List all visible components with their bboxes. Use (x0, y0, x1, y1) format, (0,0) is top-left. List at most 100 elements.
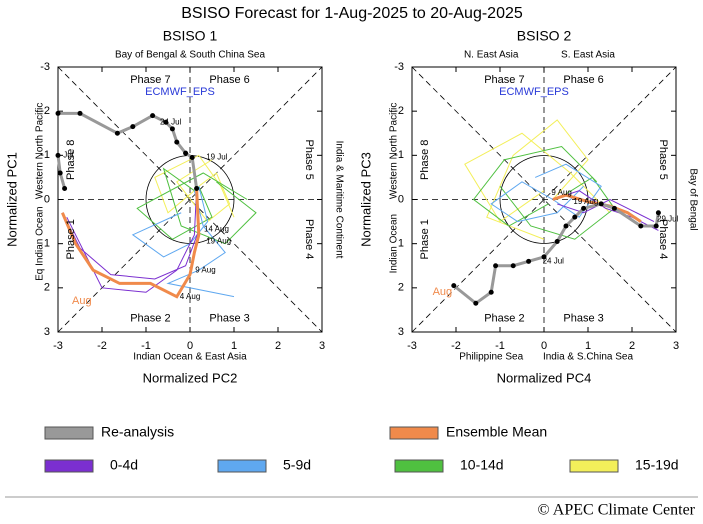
y-tick-label: -3 (40, 61, 50, 73)
y-tick-label: -1 (394, 149, 404, 161)
phase-label: Phase 1 (419, 219, 431, 259)
track (557, 198, 655, 223)
track-dot (488, 289, 494, 295)
phase-label: Phase 5 (657, 140, 669, 180)
track-dot (183, 150, 189, 156)
model-label: ECMWF_EPS (145, 86, 215, 98)
x-tick-label: 0 (541, 340, 547, 352)
phase-label: Phase 4 (657, 219, 669, 259)
y-tick-label: 0 (398, 193, 404, 205)
phase-label: Phase 4 (303, 219, 315, 259)
region-label: Bay of Bengal (687, 168, 698, 230)
y-axis-label: Normalized PC3 (358, 152, 373, 247)
track (154, 154, 235, 218)
track-dot (655, 210, 661, 216)
track-dot (174, 139, 180, 145)
phase-label: Phase 6 (563, 74, 603, 86)
phase-label: Phase 3 (209, 313, 249, 325)
date-label: 19 Aug (206, 237, 231, 246)
x-tick-label: 3 (673, 340, 679, 352)
legend-swatch (569, 459, 619, 473)
track-dot (189, 155, 195, 161)
track-dot (57, 170, 63, 176)
guide-line (411, 66, 677, 333)
track (552, 190, 659, 231)
date-label: 24 Jul (543, 256, 565, 265)
date-label: 9 Aug (551, 188, 571, 197)
track-dot (194, 185, 200, 191)
phase-label: Phase 6 (209, 74, 249, 86)
legend-swatch (44, 426, 94, 440)
legend-swatch (44, 459, 94, 473)
track (166, 190, 235, 298)
track-dot (62, 185, 68, 191)
legend-label: 0-4d (110, 457, 138, 473)
phase-label: Phase 2 (130, 313, 170, 325)
region-label: Eq Indian Ocean (35, 206, 46, 281)
x-tick-label: -1 (495, 340, 505, 352)
date-label: Aug (433, 286, 453, 298)
footer: © APEC Climate Center (538, 502, 696, 519)
track-dot (451, 283, 457, 289)
date-label: 4 Aug (180, 292, 200, 301)
track-dot (114, 130, 120, 136)
phase-label: Phase 7 (130, 74, 170, 86)
x-axis-label: Normalized PC2 (143, 370, 238, 385)
x-tick-label: -3 (53, 340, 63, 352)
track-dot (55, 110, 61, 116)
track (136, 172, 248, 240)
track-dot (598, 201, 604, 207)
track-dot (493, 263, 499, 269)
phase-label: Phase 8 (65, 140, 77, 180)
subplot-title: BSISO 2 (517, 28, 572, 44)
track-dot (638, 223, 644, 229)
legend-label: 10-14d (460, 457, 504, 473)
x-tick-label: 3 (319, 340, 325, 352)
phase-label: Phase 3 (563, 313, 603, 325)
track-dot (572, 214, 578, 220)
region-label: Philippine Sea (459, 352, 523, 363)
y-tick-label: -3 (394, 61, 404, 73)
track (131, 186, 209, 258)
region-label: Bay of Bengal & South China Sea (115, 50, 266, 61)
track-dot (541, 254, 547, 260)
legend-label: Re-analysis (101, 424, 174, 440)
track-dot (563, 223, 569, 229)
x-tick-label: -2 (97, 340, 107, 352)
phase-label: Phase 2 (484, 313, 524, 325)
track-dot (653, 223, 659, 229)
track (486, 119, 589, 240)
region-label: S. East Asia (561, 50, 615, 61)
x-tick-label: -3 (407, 340, 417, 352)
date-label: 19 Aug (573, 197, 598, 206)
x-tick-label: -1 (141, 340, 151, 352)
track (464, 132, 611, 223)
y-tick-label: 0 (44, 193, 50, 205)
track (61, 188, 201, 299)
track-dot (55, 152, 61, 158)
x-tick-label: 1 (231, 340, 237, 352)
phase-label: Phase 5 (303, 140, 315, 180)
track (452, 202, 660, 306)
track (61, 188, 200, 280)
track (66, 188, 198, 293)
x-tick-label: 2 (275, 340, 281, 352)
y-tick-label: 3 (398, 326, 404, 338)
region-label: Western North Pacific (35, 103, 46, 200)
track (535, 163, 602, 218)
track-dot (130, 124, 136, 130)
date-label: 9 Aug (195, 265, 215, 274)
unit-circle (499, 155, 589, 244)
track-dot (77, 110, 83, 116)
legend-label: 15-19d (635, 457, 679, 473)
x-tick-label: 2 (629, 340, 635, 352)
track-dot (150, 113, 156, 119)
region-label: Indian Ocean (389, 214, 400, 274)
region-label: N. East Asia (464, 50, 519, 61)
track-dot (526, 258, 532, 264)
model-label: ECMWF_EPS (499, 86, 569, 98)
legend-swatch (217, 459, 267, 473)
phase-label: Phase 7 (484, 74, 524, 86)
track-dot (611, 205, 617, 211)
